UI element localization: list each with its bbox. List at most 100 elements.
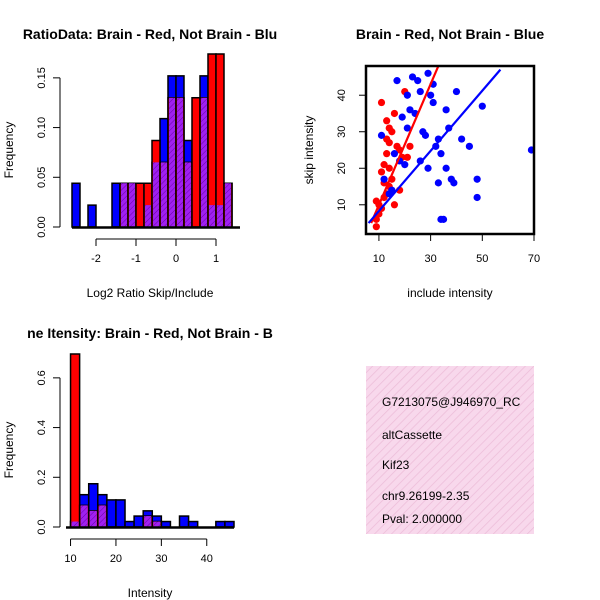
scatter-point-red-27 bbox=[383, 117, 391, 125]
hist2-bar-blue-4 bbox=[106, 499, 117, 528]
scatter-frame bbox=[364, 64, 536, 236]
ratio-histogram: RatioData: Brain - Red, Not Brain - Blu … bbox=[2, 26, 277, 300]
intensity-histogram-axes: 0.0 0.2 0.4 0.6 10 20 30 40 bbox=[36, 370, 234, 565]
hist2-bar-blue-14 bbox=[224, 520, 235, 528]
scatter-point-blue-22 bbox=[437, 150, 445, 158]
hist2-bar-blue-10 bbox=[160, 520, 172, 528]
hist2-ytick-label-0: 0.0 bbox=[36, 519, 48, 534]
scatter-xtick-label-2: 50 bbox=[476, 253, 488, 265]
scatter-point-blue-0 bbox=[377, 131, 386, 139]
scatter-point-blue-10 bbox=[406, 106, 414, 114]
scatter-point-blue-7 bbox=[398, 113, 406, 121]
hist2-overlap-3 bbox=[98, 505, 106, 527]
info-panel-background bbox=[366, 366, 534, 534]
scatter-xtick-label-1: 30 bbox=[424, 253, 436, 265]
scatter-ytick-label-1: 20 bbox=[336, 162, 348, 174]
scatter-point-blue-40 bbox=[424, 164, 432, 172]
scatter-point-blue-30 bbox=[473, 193, 481, 202]
hist2-ytick-label-1: 0.2 bbox=[36, 470, 48, 485]
hist0-ytick-label-2: 0.10 bbox=[36, 117, 48, 138]
hist2-xtick-label-0: 10 bbox=[64, 553, 76, 565]
info-pval: Pval: 2.000000 bbox=[382, 512, 462, 526]
hist0-overlap-5 bbox=[169, 97, 175, 227]
scatter-point-red-11 bbox=[390, 201, 399, 209]
hist0-overlap-3 bbox=[153, 162, 159, 227]
hist2-bar-blue-13 bbox=[215, 520, 226, 528]
scatter-point-blue-34 bbox=[434, 179, 442, 187]
ratio-histogram-title: RatioData: Brain - Red, Not Brain - Blu bbox=[23, 26, 277, 42]
hist0-overlap-9 bbox=[209, 205, 215, 227]
intensity-histogram-xlabel: Intensity bbox=[128, 586, 173, 600]
hist0-xtick-label-3: 1 bbox=[213, 253, 219, 265]
scatter-point-blue-28 bbox=[465, 142, 473, 150]
scatter-ytick-label-3: 40 bbox=[336, 89, 348, 101]
hist0-ytick-label-1: 0.05 bbox=[36, 167, 48, 188]
scatter-point-blue-31 bbox=[478, 102, 486, 110]
hist0-overlap-10 bbox=[217, 205, 223, 227]
scatter-point-blue-32 bbox=[442, 106, 450, 114]
hist0-overlap-7 bbox=[185, 162, 191, 227]
scatter-point-blue-8 bbox=[401, 161, 409, 169]
scatter-point-red-0 bbox=[372, 223, 380, 231]
scatter-point-blue-25 bbox=[450, 179, 458, 187]
intensity-scatter-axes: 10 30 50 70 10 20 30 40 bbox=[336, 64, 540, 265]
hist2-overlap-0 bbox=[71, 521, 79, 527]
scatter-point-red-22 bbox=[390, 109, 399, 118]
hist0-xtick-label-2: 0 bbox=[173, 253, 179, 265]
intensity-scatter-xlabel: include intensity bbox=[407, 286, 492, 300]
ratio-histogram-bars bbox=[71, 53, 233, 228]
scatter-point-red-25 bbox=[403, 153, 411, 161]
info-location: chr9.26199-2.35 bbox=[382, 489, 470, 503]
intensity-histogram-bars bbox=[69, 353, 235, 528]
hist2-overlap-2 bbox=[89, 510, 97, 527]
hist2-bar-blue-6 bbox=[124, 520, 135, 528]
ratio-histogram-xlabel: Log2 Ratio Skip/Include bbox=[87, 286, 214, 300]
scatter-point-red-18 bbox=[383, 135, 391, 143]
scatter-point-red-24 bbox=[406, 142, 414, 150]
hist0-overlap-4 bbox=[161, 162, 167, 227]
hist0-bar-red-12 bbox=[215, 53, 225, 228]
hist2-ytick-label-3: 0.6 bbox=[36, 370, 48, 385]
hist0-bar-red-11 bbox=[207, 53, 217, 228]
hist0-overlap-8 bbox=[201, 97, 207, 227]
hist0-ytick-label-3: 0.15 bbox=[36, 67, 48, 88]
scatter-point-blue-9 bbox=[403, 124, 411, 132]
scatter-point-blue-3 bbox=[388, 186, 396, 194]
scatter-xtick-label-0: 10 bbox=[373, 253, 385, 265]
intensity-scatter-title: Brain - Red, Not Brain - Blue bbox=[356, 26, 544, 42]
intensity-histogram-title: ne Itensity: Brain - Red, Not Brain - B bbox=[27, 325, 273, 341]
scatter-point-blue-14 bbox=[416, 87, 424, 96]
scatter-point-blue-1 bbox=[380, 175, 388, 183]
scatter-point-red-14 bbox=[380, 161, 388, 169]
hist0-bar-red-9 bbox=[191, 96, 201, 228]
intensity-scatter-plot bbox=[367, 66, 534, 231]
hist0-overlap-2 bbox=[145, 205, 151, 227]
hist0-bar-blue-0 bbox=[71, 182, 81, 228]
intensity-scatter-ylabel: skip intensity bbox=[302, 116, 316, 185]
hist2-bar-blue-12 bbox=[187, 520, 199, 528]
intensity-histogram-ylabel: Frequency bbox=[2, 422, 16, 479]
intensity-scatter: Brain - Red, Not Brain - Blue 10 30 50 7010… bbox=[302, 26, 544, 300]
hist2-bar-red-0 bbox=[69, 353, 81, 528]
scatter-point-blue-18 bbox=[427, 91, 435, 99]
scatter-point-blue-23 bbox=[442, 164, 450, 172]
scatter-xtick-label-3: 70 bbox=[528, 253, 540, 265]
scatter-point-red-4 bbox=[372, 197, 380, 205]
scatter-fit-line-blue bbox=[367, 68, 502, 224]
hist2-overlap-5 bbox=[153, 521, 161, 527]
scatter-point-blue-26 bbox=[452, 87, 461, 96]
hist2-xtick-label-3: 40 bbox=[201, 553, 213, 565]
ratio-histogram-ylabel: Frequency bbox=[2, 122, 16, 179]
scatter-point-blue-41 bbox=[429, 98, 437, 107]
hist2-xtick-label-1: 20 bbox=[110, 553, 122, 565]
hist2-bar-blue-11 bbox=[178, 515, 190, 528]
hist2-bar-blue-5 bbox=[115, 499, 126, 528]
scatter-point-blue-5 bbox=[393, 77, 401, 85]
hist2-overlap-4 bbox=[144, 516, 152, 527]
hist2-bar-blue-7 bbox=[133, 515, 144, 528]
info-gene-name: Kif23 bbox=[382, 458, 410, 472]
scatter-point-red-19 bbox=[385, 124, 393, 132]
hist0-xtick-label-1: -1 bbox=[131, 253, 141, 265]
hist2-overlap-1 bbox=[80, 505, 88, 527]
